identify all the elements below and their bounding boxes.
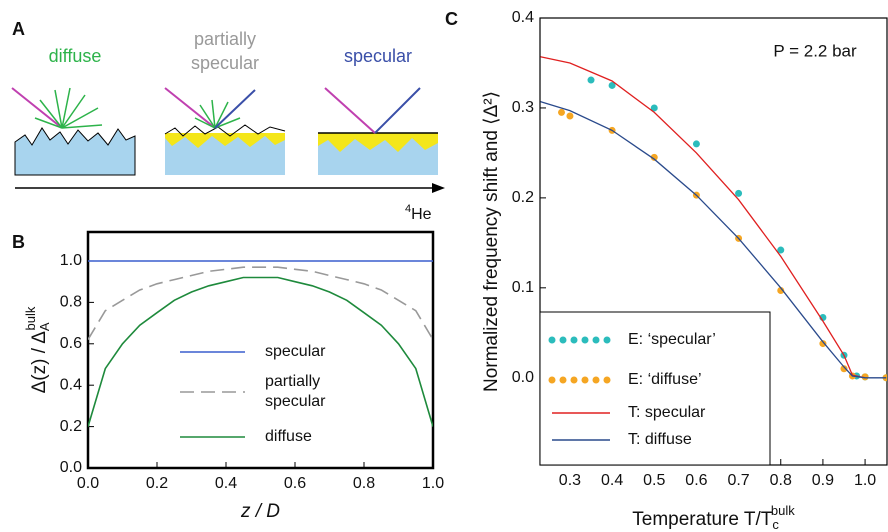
legend-marker: [592, 336, 600, 344]
data-point: [692, 140, 700, 148]
x-tick-label: 0.7: [727, 472, 749, 489]
partial-film: [165, 133, 285, 148]
y-tick-label: 0.0: [512, 369, 534, 386]
legend-label: T: diffuse: [628, 431, 692, 448]
x-tick-label: 0.0: [77, 475, 99, 492]
label-diffuse: diffuse: [49, 46, 102, 66]
x-tick-label: 0.4: [215, 475, 237, 492]
arrow-head: [432, 183, 445, 193]
label-partially-specular: specular: [191, 53, 259, 73]
plot-area: [540, 56, 887, 382]
y-axis-label-sup: bulk: [23, 306, 38, 330]
y-axis-label-sub: A: [37, 322, 52, 331]
data-point: [777, 287, 785, 295]
panel-label: C: [445, 9, 458, 29]
y-tick-label: 0.2: [512, 189, 534, 206]
y-tick-label: 1.0: [60, 252, 82, 269]
scatter-rays: [34, 87, 241, 129]
data-point: [558, 108, 566, 116]
x-tick-label: 0.8: [353, 475, 375, 492]
legend-marker: [581, 376, 589, 384]
x-axis-label-sub: c: [772, 517, 779, 532]
legend-marker: [559, 376, 567, 384]
data-point: [608, 81, 616, 89]
legend-label: specular: [265, 343, 326, 360]
legend-marker: [603, 336, 611, 344]
x-tick-label: 0.3: [559, 472, 581, 489]
data-line: [540, 100, 887, 379]
data-line: [88, 276, 433, 427]
legend-marker: [548, 376, 556, 384]
legend-label: diffuse: [265, 428, 312, 445]
data-point: [840, 365, 848, 373]
y-axis-label-text: Normalized frequency shift and ⟨Δ²⟩: [481, 91, 502, 392]
panel-label: B: [12, 232, 25, 252]
annotation: P = 2.2 bar: [773, 41, 857, 60]
smooth-film: [318, 133, 438, 152]
legend-marker: [592, 376, 600, 384]
legend-marker: [559, 336, 567, 344]
y-tick-label: 0.6: [60, 335, 82, 352]
data-line: [88, 266, 433, 341]
reflected-rays: [214, 87, 421, 134]
data-line: [540, 56, 866, 379]
y-tick-label: 0.8: [60, 294, 82, 311]
y-axis-label: Normalized frequency shift and ⟨Δ²⟩: [481, 91, 502, 392]
legend-marker: [581, 336, 589, 344]
legend-label: partially specular: [265, 373, 326, 410]
rough-surface: [14, 127, 136, 176]
data-point: [819, 340, 827, 348]
x-tick-label: 0.4: [601, 472, 623, 489]
label-specular: specular: [344, 46, 412, 66]
x-axis-label-text: z / D: [240, 501, 280, 522]
y-axis-label: Δ(z) / ΔAbulk: [23, 306, 52, 393]
y-tick-label: 0.2: [60, 418, 82, 435]
x-tick-label: 0.8: [770, 472, 792, 489]
y-tick-label: 0.0: [60, 459, 82, 476]
legend-label: T: specular: [628, 404, 706, 421]
legend-marker: [548, 336, 556, 344]
y-tick-label: 0.1: [512, 279, 534, 296]
x-tick-label: 0.9: [812, 472, 834, 489]
data-point: [650, 153, 658, 161]
helium-label: 4He: [405, 203, 432, 223]
y-tick-label: 0.4: [60, 376, 82, 393]
legend-marker: [603, 376, 611, 384]
panel-a: A diffuse partially specular specular 4H…: [11, 19, 445, 223]
x-axis-label: Temperature T/Tcbulk: [632, 503, 795, 532]
x-axis-label-text: Temperature T/T: [632, 509, 772, 530]
x-axis-label: z / D: [240, 501, 280, 522]
incident-rays: [11, 87, 376, 134]
data-point: [566, 112, 574, 120]
panel-label: A: [12, 19, 25, 39]
legend-marker: [570, 336, 578, 344]
plot-frame: [86, 230, 435, 470]
legend-marker: [570, 376, 578, 384]
legend-label: E: ‘specular’: [628, 331, 716, 348]
y-tick-label: 0.3: [512, 99, 534, 116]
x-tick-label: 0.5: [643, 472, 665, 489]
x-tick-label: 0.2: [146, 475, 168, 492]
x-tick-label: 1.0: [422, 475, 444, 492]
x-tick-label: 0.6: [685, 472, 707, 489]
data-point: [587, 76, 595, 84]
data-point: [861, 373, 869, 381]
x-tick-label: 0.6: [284, 475, 306, 492]
label-partially: partially: [194, 29, 256, 49]
y-axis-label-text: Δ(z) / Δ: [29, 331, 50, 394]
data-point: [650, 104, 658, 112]
data-point: [777, 246, 785, 254]
data-point: [735, 189, 743, 197]
y-tick-label: 0.4: [512, 9, 534, 26]
x-tick-label: 1.0: [854, 472, 876, 489]
legend-label: E: ‘diffuse’: [628, 371, 702, 388]
x-axis-label-sup: bulk: [771, 503, 795, 518]
plot-area: [88, 260, 433, 427]
